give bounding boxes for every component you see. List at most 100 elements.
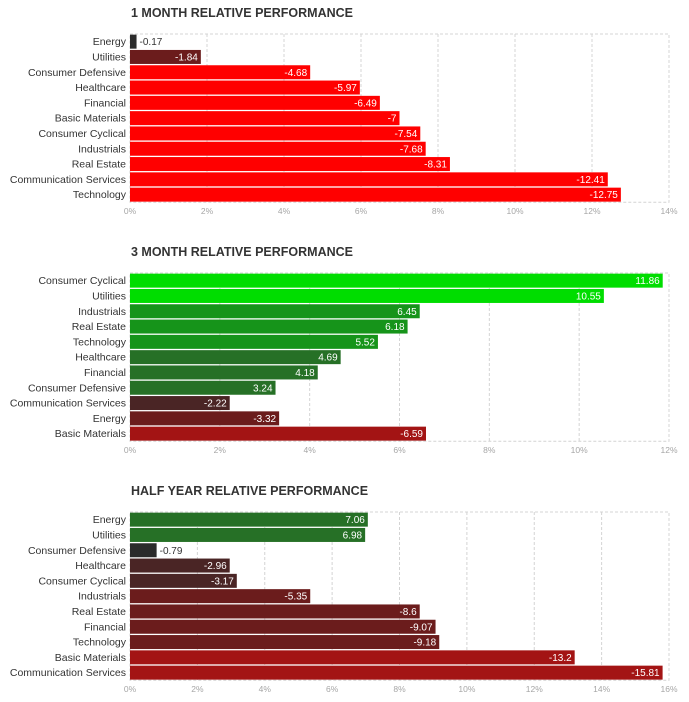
category-label: Real Estate — [72, 606, 126, 618]
value-label: -6.59 — [400, 429, 423, 440]
bar — [130, 589, 311, 604]
bar-chart-half-year: 0% 2% 4% 6% 8% 10% 12% 14% 16% Energy 7.06 Utilitie… — [10, 511, 678, 694]
category-label: Healthcare — [75, 82, 126, 94]
chart-title: HALF YEAR RELATIVE PERFORMANCE — [131, 484, 369, 498]
x-tick-label: 4% — [278, 206, 291, 216]
x-tick-label: 16% — [660, 684, 677, 694]
bar-chart-1-month: 0% 2% 4% 6% 8% 10% 12% 14% Energy -0.17 Utilities -… — [10, 33, 678, 216]
chart-title: 1 MONTH RELATIVE PERFORMANCE — [131, 6, 353, 20]
bar — [130, 187, 621, 202]
bar — [130, 304, 420, 319]
bar — [130, 111, 400, 126]
category-label: Consumer Cyclical — [38, 128, 126, 140]
value-label: -0.17 — [140, 37, 163, 48]
category-label: Energy — [93, 514, 127, 526]
x-tick-label: 12% — [660, 445, 677, 455]
x-tick-label: 2% — [214, 445, 227, 455]
bar — [130, 380, 276, 395]
x-tick-label: 8% — [432, 206, 445, 216]
bar — [130, 411, 280, 426]
value-label: 5.52 — [355, 337, 375, 348]
bar — [130, 288, 604, 303]
bar — [130, 350, 341, 365]
value-label: 3.24 — [253, 383, 273, 394]
x-tick-label: 10% — [571, 445, 588, 455]
value-label: -15.81 — [631, 668, 660, 679]
x-tick-label: 6% — [393, 445, 406, 455]
bar — [130, 172, 608, 187]
category-label: Basic Materials — [55, 428, 126, 440]
value-label: -12.75 — [590, 190, 619, 201]
bar — [130, 635, 440, 650]
bar — [130, 157, 450, 172]
value-label: -7.68 — [400, 144, 423, 155]
category-label: Industrials — [78, 591, 126, 603]
value-label: -3.17 — [211, 576, 234, 587]
value-label: -5.97 — [334, 83, 357, 94]
value-label: 10.55 — [576, 291, 601, 302]
value-label: -2.96 — [204, 561, 227, 572]
category-label: Communication Services — [10, 398, 126, 410]
category-label: Communication Services — [10, 174, 126, 186]
bar — [130, 665, 663, 680]
value-label: -1.84 — [175, 52, 198, 63]
category-label: Consumer Cyclical — [38, 275, 126, 287]
value-label: -8.6 — [399, 607, 417, 618]
x-tick-label: 4% — [304, 445, 317, 455]
x-tick-label: 8% — [393, 684, 406, 694]
bar — [130, 426, 427, 441]
x-tick-label: 0% — [124, 206, 137, 216]
category-label: Utilities — [92, 290, 126, 302]
value-label: -8.31 — [424, 160, 447, 171]
x-tick-label: 6% — [326, 684, 339, 694]
value-label: -9.18 — [413, 638, 436, 649]
category-label: Financial — [84, 367, 126, 379]
bar — [130, 141, 426, 156]
bar — [130, 604, 420, 619]
category-label: Basic Materials — [55, 113, 126, 125]
x-tick-label: 8% — [483, 445, 496, 455]
category-label: Healthcare — [75, 560, 126, 572]
category-label: Utilities — [92, 529, 126, 541]
category-label: Communication Services — [10, 667, 126, 679]
bar — [130, 619, 436, 634]
panel-3-month: 3 MONTH RELATIVE PERFORMANCE 0% 2% 4% 6% 8% 1… — [0, 245, 689, 457]
value-label: -0.79 — [160, 546, 183, 557]
x-tick-label: 2% — [191, 684, 204, 694]
category-label: Financial — [84, 621, 126, 633]
x-tick-label: 12% — [583, 206, 600, 216]
x-tick-label: 0% — [124, 684, 137, 694]
value-label: -3.32 — [253, 414, 276, 425]
panel-half-year: HALF YEAR RELATIVE PERFORMANCE 0% 2% 4% 6% 8… — [0, 484, 689, 696]
category-label: Energy — [93, 413, 127, 425]
bar — [130, 365, 318, 380]
category-label: Financial — [84, 97, 126, 109]
category-label: Real Estate — [72, 321, 126, 333]
chart-title: 3 MONTH RELATIVE PERFORMANCE — [131, 245, 353, 259]
bar — [130, 49, 201, 64]
bar — [130, 319, 408, 334]
x-tick-label: 14% — [660, 206, 677, 216]
bar — [130, 334, 378, 349]
category-label: Industrials — [78, 306, 126, 318]
category-label: Energy — [93, 36, 127, 48]
bar — [130, 65, 311, 80]
value-label: -4.68 — [284, 68, 307, 79]
value-label: -12.41 — [576, 175, 605, 186]
value-label: 6.98 — [343, 530, 363, 541]
x-tick-label: 2% — [201, 206, 214, 216]
value-label: 6.18 — [385, 322, 405, 333]
category-label: Healthcare — [75, 352, 126, 364]
bar — [130, 527, 366, 542]
value-label: -7.54 — [394, 129, 417, 140]
value-label: 6.45 — [397, 307, 417, 318]
category-label: Technology — [73, 336, 127, 348]
bar — [130, 126, 421, 141]
x-tick-label: 6% — [355, 206, 368, 216]
value-label: -9.07 — [410, 622, 433, 633]
category-label: Consumer Defensive — [28, 382, 126, 394]
panel-1-month: 1 MONTH RELATIVE PERFORMANCE 0% 2% 4% 6% 8% 1… — [0, 6, 689, 218]
value-label: -7 — [388, 114, 397, 125]
bar — [130, 34, 137, 49]
x-tick-label: 12% — [526, 684, 543, 694]
